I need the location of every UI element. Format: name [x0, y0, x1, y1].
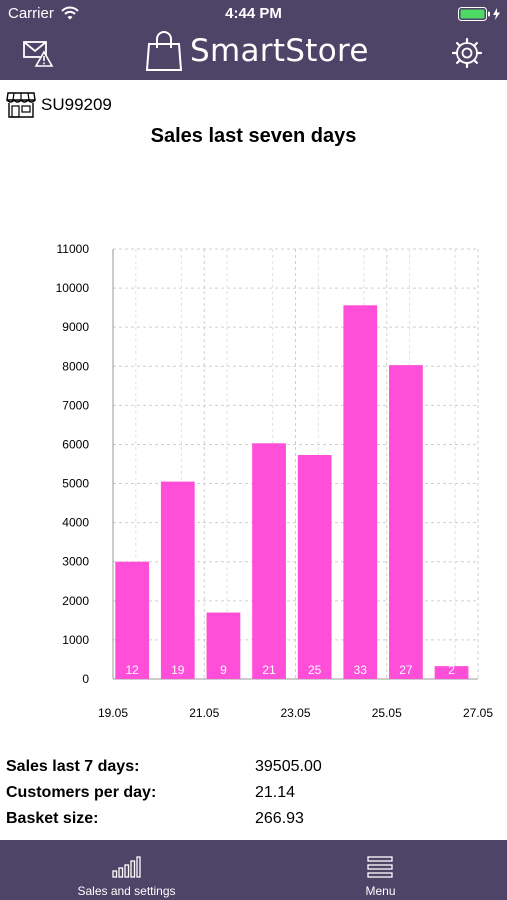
- bar-label: 25: [308, 663, 322, 677]
- bar-label: 9: [220, 663, 227, 677]
- carrier-label: Carrier: [8, 5, 54, 22]
- summary-value: 39505.00: [255, 758, 322, 775]
- summary-label: Sales last 7 days:: [6, 758, 140, 775]
- y-tick-label: 5000: [62, 477, 89, 491]
- bar: [343, 305, 378, 679]
- x-tick-label: 23.05: [280, 706, 310, 720]
- bar: [115, 561, 150, 679]
- gear-icon[interactable]: [450, 36, 484, 70]
- x-tick-label: 27.05: [463, 706, 493, 720]
- bar: [206, 612, 241, 679]
- chart-title: Sales last seven days: [150, 125, 357, 147]
- store-id: SU99209: [41, 95, 112, 114]
- bar-label: 21: [262, 663, 276, 677]
- summary-value: 21.14: [255, 784, 296, 801]
- hamburger-menu-icon: [367, 856, 393, 878]
- bar: [297, 455, 332, 679]
- shopping-bag-icon: [145, 31, 183, 71]
- storefront-icon: [6, 92, 36, 118]
- status-time: 4:44 PM: [225, 5, 282, 22]
- summary-row-basket: Basket size: 266.93: [6, 810, 501, 836]
- y-tick-label: 9000: [62, 320, 89, 334]
- summary-value: 266.93: [255, 810, 304, 827]
- bar-label: 19: [171, 663, 185, 677]
- tab-sales-and-settings[interactable]: Sales and settings: [0, 840, 253, 900]
- app-title: SmartStore: [190, 33, 369, 69]
- summary-label: Basket size:: [6, 810, 99, 827]
- x-tick-label: 19.05: [98, 706, 128, 720]
- y-tick-label: 4000: [62, 516, 89, 530]
- bar: [160, 481, 195, 679]
- mail-warning-icon[interactable]: [20, 34, 56, 70]
- nav-bar: SmartStore: [0, 28, 507, 80]
- tab-label: Sales and settings: [77, 884, 176, 898]
- wifi-icon: [61, 6, 79, 20]
- y-tick-label: 7000: [62, 398, 89, 412]
- status-bar: Carrier 4:44 PM: [0, 0, 507, 28]
- bar-label: 2: [448, 663, 455, 677]
- store-row: SU99209: [6, 91, 112, 119]
- y-tick-label: 3000: [62, 555, 89, 569]
- bar-label: 27: [399, 663, 413, 677]
- y-tick-label: 6000: [62, 437, 89, 451]
- summary-row-customers: Customers per day: 21.14: [6, 784, 501, 810]
- summary-label: Customers per day:: [6, 784, 157, 801]
- battery-icon: [458, 7, 500, 21]
- bar: [434, 666, 469, 679]
- y-tick-label: 11000: [57, 242, 90, 256]
- bar: [252, 443, 286, 679]
- tab-bar: Sales and settings Menu: [0, 840, 507, 900]
- summary: Sales last 7 days: 39505.00 Customers pe…: [6, 758, 501, 836]
- tab-menu[interactable]: Menu: [254, 840, 507, 900]
- y-tick-label: 1000: [62, 633, 89, 647]
- bar: [389, 365, 423, 679]
- app-header: Carrier 4:44 PM SmartStore: [0, 0, 507, 80]
- bar-label: 33: [354, 663, 368, 677]
- tab-label: Menu: [365, 884, 396, 898]
- x-tick-label: 21.05: [189, 706, 219, 720]
- bar-chart-icon: [112, 856, 141, 878]
- brand: SmartStore: [144, 28, 369, 74]
- x-tick-label: 25.05: [372, 706, 402, 720]
- y-tick-label: 10000: [56, 281, 90, 295]
- y-tick-label: 2000: [62, 594, 89, 608]
- y-tick-label: 8000: [62, 359, 89, 373]
- sales-bar-chart: 0 1000 2000 3000 4000 5000 6000 7000 8000 9000 100…: [56, 242, 494, 720]
- bar-label: 12: [125, 663, 139, 677]
- y-tick-label: 0: [82, 672, 89, 686]
- summary-row-sales: Sales last 7 days: 39505.00: [6, 758, 501, 784]
